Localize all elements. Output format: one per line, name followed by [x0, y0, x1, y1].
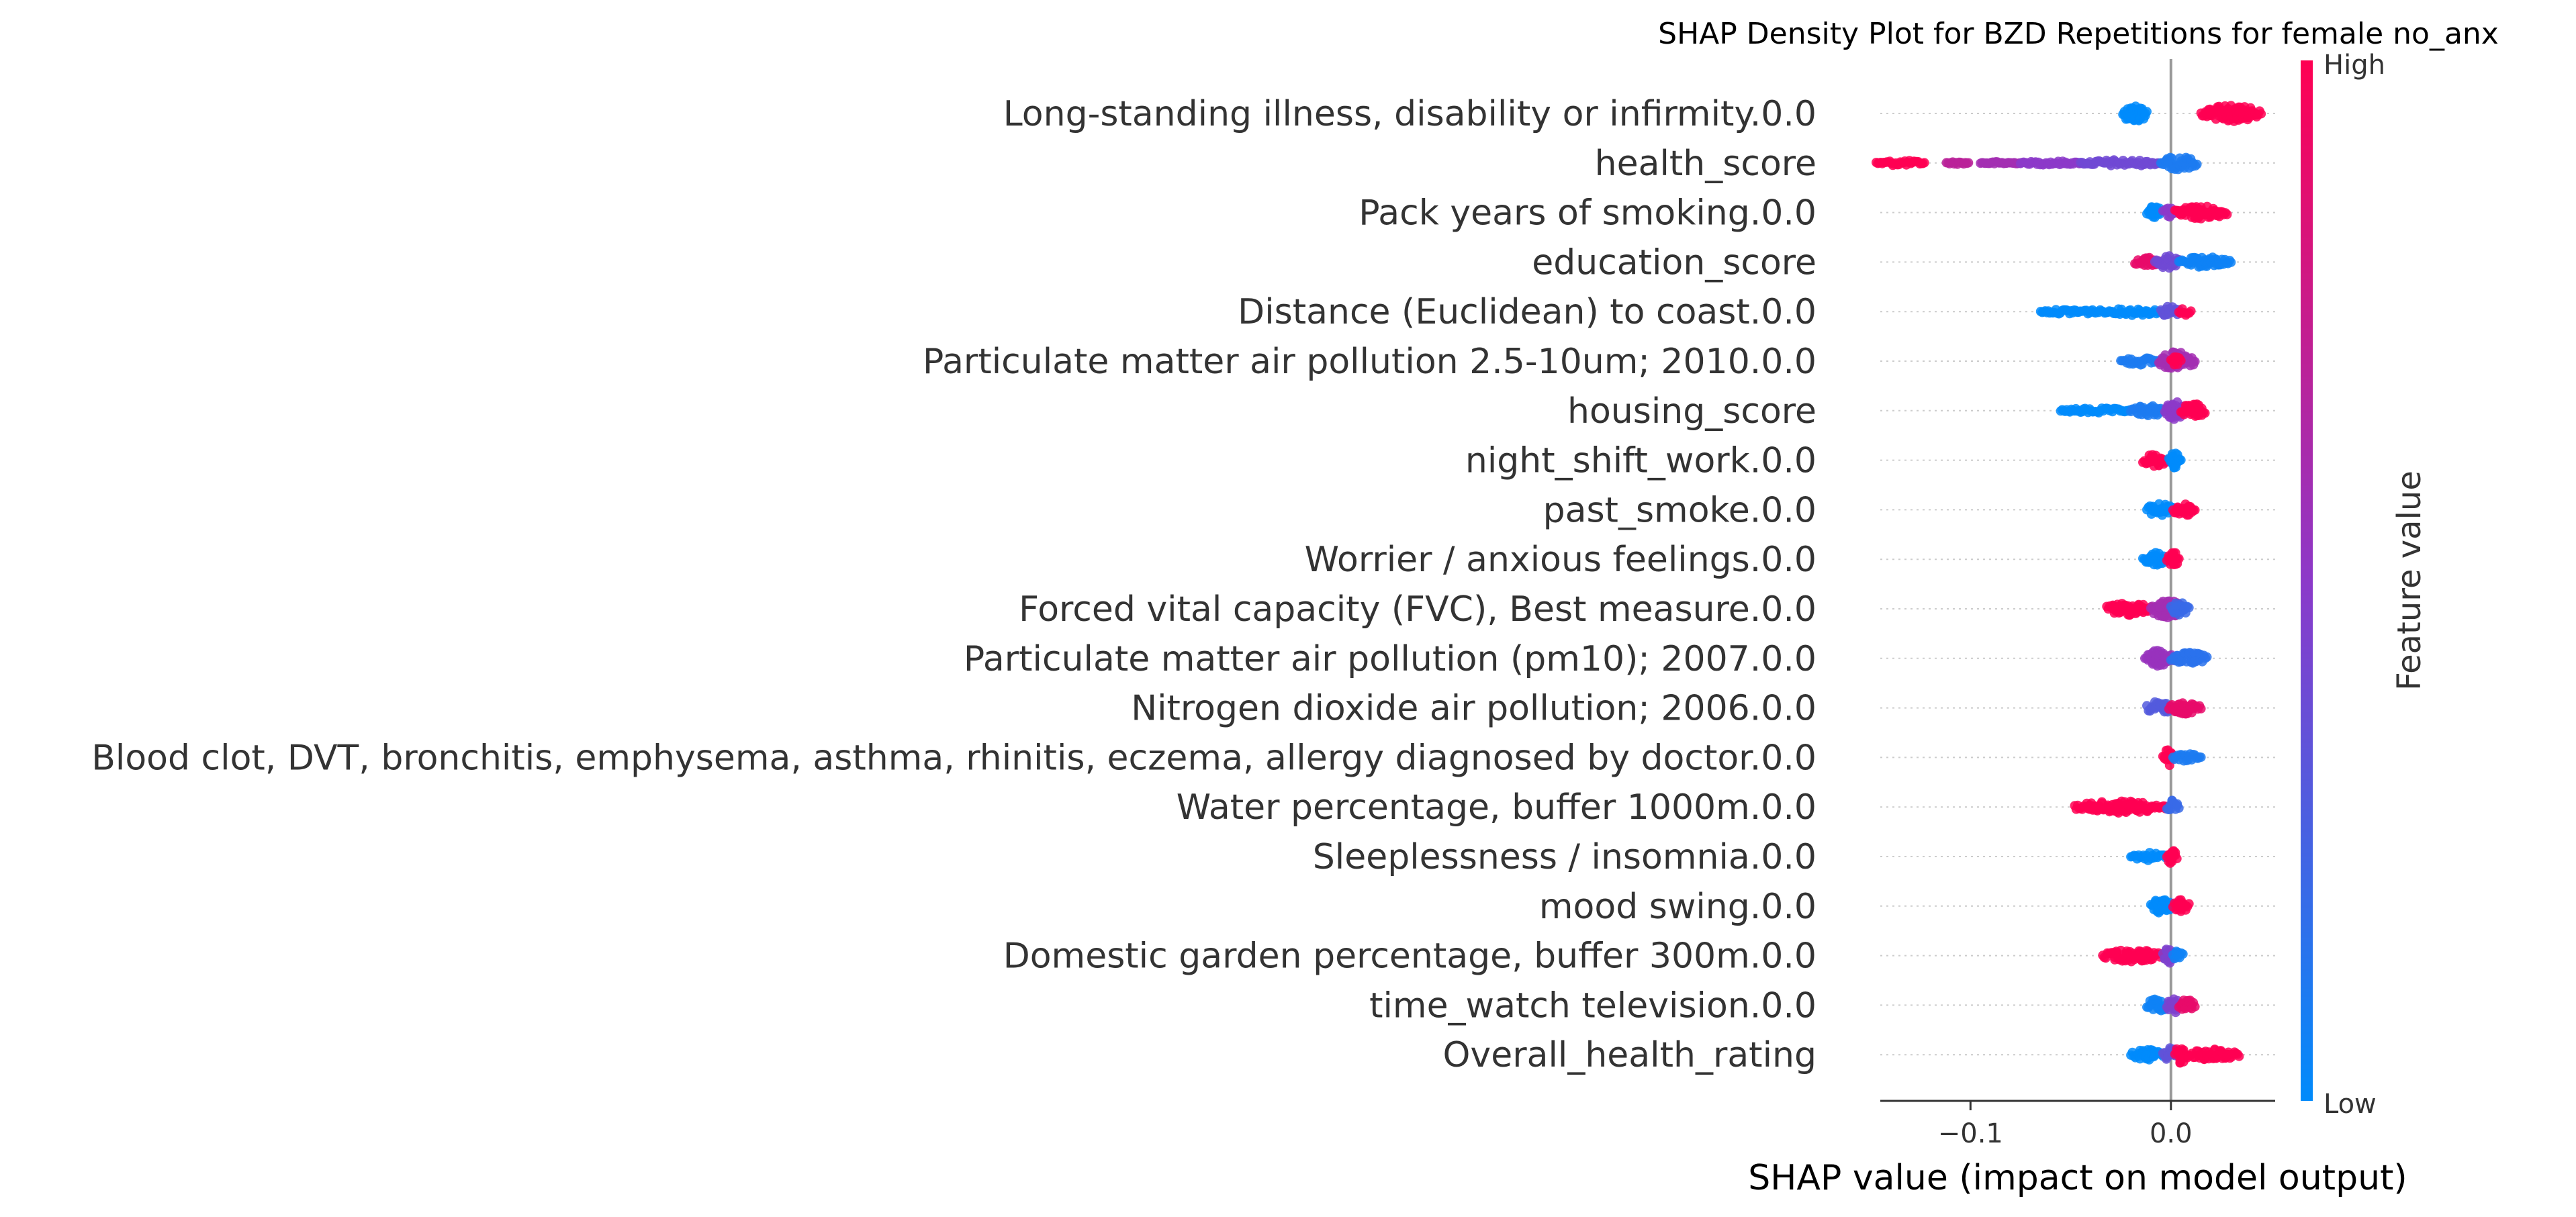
feature-label: night_shift_work.0.0: [1465, 441, 1816, 481]
feature-points-row: [2142, 499, 2200, 520]
feature-label: time_watch television.0.0: [1369, 985, 1816, 1026]
feature-points-row: [2118, 101, 2266, 126]
shap-point: [2202, 652, 2212, 662]
shap-point: [2256, 109, 2266, 119]
chart-title: SHAP Density Plot for BZD Repetitions fo…: [1658, 17, 2499, 51]
x-tick-label: −0.1: [1938, 1118, 2003, 1149]
feature-label: Distance (Euclidean) to coast.0.0: [1238, 292, 1816, 332]
feature-points-row: [2130, 251, 2236, 273]
feature-label: Water percentage, buffer 1000m.0.0: [1177, 787, 1816, 828]
feature-label: health_score: [1595, 144, 1816, 184]
shap-point: [2196, 703, 2206, 714]
feature-label: mood swing.0.0: [1539, 887, 1816, 927]
feature-label: Domestic garden percentage, buffer 300m.…: [1003, 936, 1816, 977]
feature-label: Forced vital capacity (FVC), Best measur…: [1019, 589, 1816, 630]
shap-points: [1872, 101, 2266, 1068]
feature-label: Blood clot, DVT, bronchitis, emphysema, …: [91, 738, 1816, 778]
feature-points-row: [2126, 846, 2182, 868]
shap-point: [1919, 158, 1929, 168]
colorbar: High Low Feature value: [2301, 50, 2428, 1120]
feature-points-row: [2158, 745, 2206, 771]
shap-point: [2190, 356, 2200, 367]
feature-label: housing_score: [1567, 391, 1816, 432]
feature-points-row: [2142, 697, 2206, 719]
feature-points-row: [2035, 301, 2196, 320]
feature-label: education_score: [1532, 242, 1816, 283]
feature-labels: Long-standing illness, disability or inf…: [91, 94, 1816, 1075]
feature-label: Worrier / anxious feelings.0.0: [1305, 540, 1816, 580]
colorbar-gradient: [2301, 60, 2313, 1101]
shap-point: [2184, 899, 2194, 909]
shap-point: [2186, 306, 2196, 316]
colorbar-low-label: Low: [2324, 1089, 2377, 1120]
feature-points-row: [2138, 448, 2186, 473]
shap-point: [2200, 408, 2210, 418]
shap-point: [2226, 257, 2236, 267]
x-axis-label: SHAP value (impact on model output): [1748, 1158, 2407, 1198]
feature-label: Particulate matter air pollution (pm10);…: [964, 639, 1816, 679]
shap-point: [2190, 505, 2200, 515]
shap-point: [2142, 107, 2152, 117]
feature-label: Sleeplessness / insomnia.0.0: [1313, 837, 1816, 877]
feature-points-row: [2056, 397, 2210, 424]
feature-label: Overall_health_rating: [1443, 1035, 1817, 1075]
feature-label: Nitrogen dioxide air pollution; 2006.0.0: [1131, 689, 1816, 729]
feature-label: Long-standing illness, disability or inf…: [1003, 94, 1816, 134]
feature-points-row: [2126, 1043, 2244, 1068]
shap-point: [2178, 949, 2188, 959]
feature-points-row: [2142, 201, 2232, 224]
feature-label: Particulate matter air pollution 2.5-10u…: [923, 342, 1816, 382]
shap-point: [1964, 158, 1974, 168]
shap-point: [2234, 1051, 2244, 1061]
shap-point: [2174, 803, 2184, 813]
shap-point: [2196, 752, 2206, 763]
feature-points-row: [2138, 548, 2184, 570]
shap-point: [2184, 603, 2194, 613]
x-tick-label: 0.0: [2150, 1118, 2193, 1149]
feature-points-row: [2140, 646, 2212, 671]
feature-points-row: [2142, 994, 2200, 1018]
feature-points-row: [2116, 347, 2200, 373]
shap-point: [2172, 854, 2182, 864]
colorbar-high-label: High: [2324, 50, 2385, 81]
x-axis: −0.1 0.0 SHAP value (impact on model outp…: [1748, 1100, 2407, 1198]
feature-points-row: [2070, 795, 2184, 818]
feature-points-row: [1872, 152, 2202, 175]
feature-points-row: [2098, 944, 2188, 968]
feature-points-row: [2102, 596, 2194, 622]
shap-point: [2176, 455, 2186, 465]
feature-label: Pack years of smoking.0.0: [1359, 193, 1816, 234]
feature-label: past_smoke.0.0: [1543, 490, 1816, 530]
shap-point: [2222, 209, 2232, 220]
feature-points-row: [2146, 895, 2194, 918]
shap-point: [2174, 554, 2184, 564]
colorbar-axis-label: Feature value: [2391, 471, 2428, 691]
x-ticks: −0.1 0.0: [1938, 1101, 2193, 1149]
shap-point: [2192, 159, 2202, 169]
shap-point: [2176, 356, 2186, 366]
shap-point: [2190, 1002, 2200, 1012]
